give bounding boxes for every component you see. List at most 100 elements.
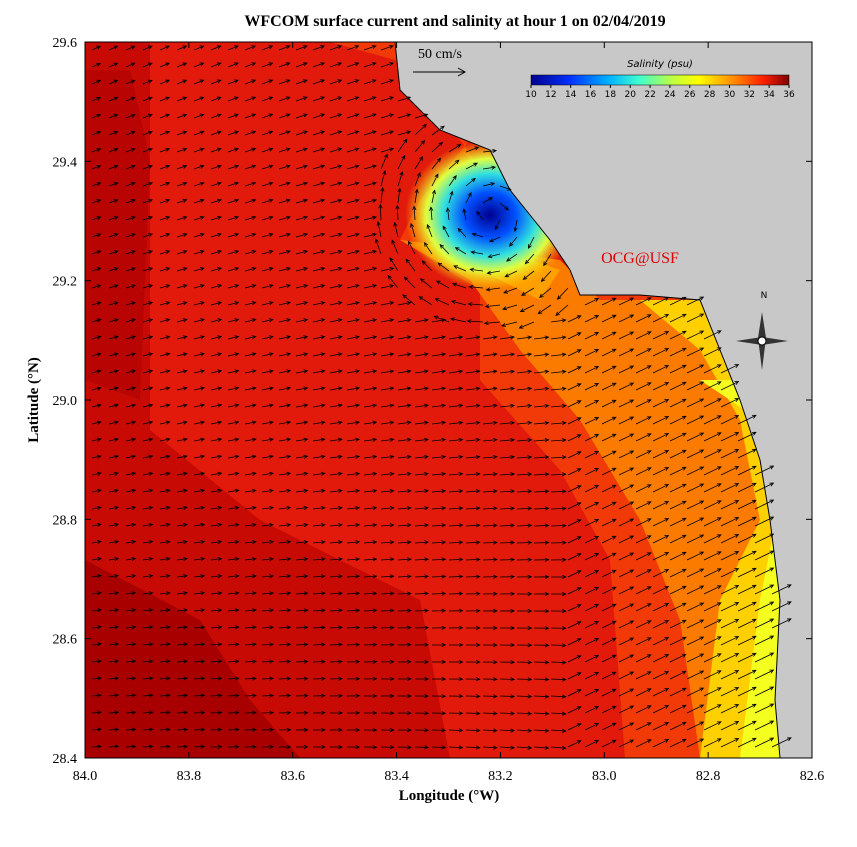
current-arrow (618, 382, 635, 391)
current-arrow (108, 62, 119, 68)
current-arrow (108, 488, 120, 493)
current-arrow (244, 130, 257, 136)
current-arrow (397, 352, 412, 357)
current-arrow (295, 591, 309, 596)
current-arrow (210, 608, 223, 613)
current-arrow (584, 706, 600, 714)
current-arrow (142, 318, 154, 323)
current-arrow (227, 301, 240, 306)
current-arrow (431, 676, 447, 682)
current-arrow (431, 471, 447, 477)
current-arrow (652, 603, 670, 612)
current-arrow (295, 471, 309, 476)
current-arrow (669, 347, 687, 357)
current-arrow (380, 437, 395, 442)
current-arrow (91, 165, 102, 170)
current-arrow (261, 147, 274, 153)
current-arrow (125, 267, 136, 272)
current-arrow (346, 437, 361, 442)
current-arrow (618, 450, 635, 459)
current-arrow (125, 505, 137, 510)
current-arrow (108, 642, 120, 647)
current-arrow (193, 369, 206, 374)
current-arrow (618, 688, 635, 697)
current-arrow (193, 62, 205, 68)
current-arrow (567, 349, 582, 357)
current-arrow (295, 198, 309, 204)
current-arrow (533, 523, 550, 528)
current-arrow (601, 739, 617, 748)
current-arrow (437, 262, 450, 272)
current-arrow (448, 625, 464, 630)
current-arrow (465, 403, 481, 408)
current-arrow (261, 505, 275, 510)
current-arrow (295, 113, 308, 119)
current-arrow (720, 466, 740, 476)
current-arrow (193, 96, 205, 102)
current-arrow (125, 557, 137, 562)
current-arrow (448, 489, 464, 494)
current-arrow (387, 274, 399, 289)
current-arrow (278, 335, 292, 340)
current-arrow (499, 677, 516, 682)
colorbar-tick-label: 14 (565, 90, 577, 100)
current-arrow (159, 539, 171, 545)
current-arrow (142, 710, 154, 715)
current-arrow (482, 557, 498, 562)
current-arrow (601, 484, 617, 493)
current-arrow (703, 432, 722, 442)
current-arrow (380, 301, 395, 306)
current-arrow (449, 317, 467, 323)
current-arrow (652, 586, 670, 595)
current-arrow (584, 672, 600, 680)
current-arrow (703, 449, 722, 459)
current-arrow (363, 710, 378, 716)
current-arrow (346, 693, 361, 698)
current-arrow (142, 386, 154, 391)
current-arrow (465, 386, 481, 391)
current-arrow (482, 386, 498, 391)
current-arrow (499, 202, 510, 211)
current-arrow (244, 642, 257, 647)
current-arrow (397, 523, 412, 528)
current-arrow (227, 96, 240, 102)
current-arrow (329, 420, 343, 425)
current-arrow (261, 642, 275, 647)
current-arrow (550, 728, 567, 733)
current-arrow (686, 296, 705, 306)
current-arrow (244, 625, 257, 630)
current-arrow (720, 568, 740, 578)
current-arrow (278, 249, 291, 255)
current-arrow (295, 608, 309, 613)
current-arrow (584, 723, 600, 731)
current-arrow (703, 330, 722, 340)
current-arrow (261, 335, 274, 340)
current-arrow (329, 488, 343, 494)
current-arrow (669, 330, 687, 340)
current-arrow (295, 642, 309, 647)
current-arrow (465, 335, 481, 340)
current-arrow (210, 318, 223, 323)
current-arrow (482, 540, 498, 545)
current-arrow (295, 659, 309, 664)
current-arrow (686, 602, 705, 612)
current-arrow (414, 386, 429, 391)
current-arrow (210, 386, 223, 391)
current-arrow (380, 728, 395, 733)
current-arrow (652, 314, 670, 323)
current-arrow (431, 642, 447, 647)
current-arrow (516, 472, 533, 477)
current-arrow (261, 557, 275, 562)
current-arrow (635, 671, 652, 680)
current-arrow (499, 711, 516, 716)
current-arrow (414, 523, 430, 528)
current-arrow (210, 727, 223, 732)
current-arrow (412, 205, 417, 221)
current-arrow (278, 505, 292, 511)
current-arrow (380, 659, 395, 664)
current-arrow (754, 533, 775, 544)
current-arrow (159, 488, 171, 493)
current-arrow (465, 523, 481, 528)
current-arrow (227, 625, 240, 630)
current-arrow (346, 79, 360, 85)
